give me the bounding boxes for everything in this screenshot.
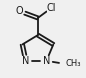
Text: Cl: Cl [47, 3, 56, 13]
Text: N: N [22, 56, 29, 66]
Text: N: N [43, 56, 50, 66]
Text: CH₃: CH₃ [65, 59, 81, 68]
Text: O: O [15, 6, 23, 16]
